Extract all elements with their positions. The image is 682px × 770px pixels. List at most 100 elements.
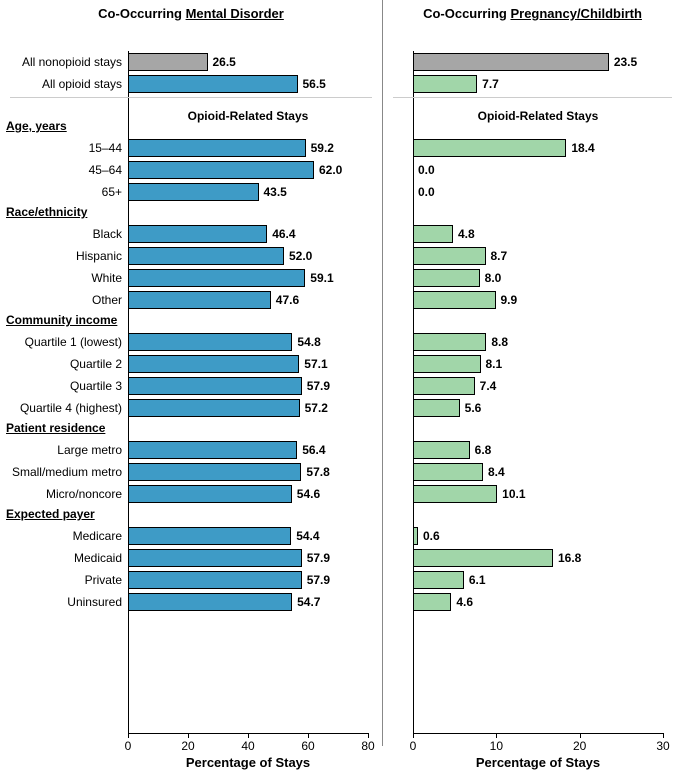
category-label: All opioid stays: [2, 77, 122, 91]
panel-title-left: Co-Occurring Mental Disorder: [0, 0, 382, 25]
value-label: 18.4: [571, 141, 594, 155]
bar-row: Quartile 4 (highest)57.2: [0, 397, 382, 419]
bar-row: 8.4: [383, 461, 682, 483]
value-label: 54.8: [297, 335, 320, 349]
category-label: 15–44: [2, 141, 122, 155]
bar-row: Hispanic 52.0: [0, 245, 382, 267]
value-label: 54.7: [297, 595, 320, 609]
x-tick-label: 60: [301, 739, 314, 753]
group-label: Community income: [6, 313, 117, 327]
category-label: Quartile 1 (lowest): [2, 335, 122, 349]
category-label: Micro/noncore: [2, 487, 122, 501]
value-label: 7.4: [480, 379, 497, 393]
value-label: 62.0: [319, 163, 342, 177]
bar-row: 65+43.5: [0, 181, 382, 203]
bar-row: 0.6: [383, 525, 682, 547]
value-label: 10.1: [502, 487, 525, 501]
category-label: Quartile 2: [2, 357, 122, 371]
value-label: 52.0: [289, 249, 312, 263]
x-tick-label: 10: [490, 739, 503, 753]
value-label: 8.7: [491, 249, 508, 263]
value-label: 0.6: [423, 529, 440, 543]
value-label: 43.5: [264, 185, 287, 199]
bar: [413, 225, 453, 243]
x-tick-label: 40: [241, 739, 254, 753]
bar-row: Private57.9: [0, 569, 382, 591]
bar-row: 9.9: [383, 289, 682, 311]
category-label: Quartile 3: [2, 379, 122, 393]
category-label: Hispanic: [2, 249, 122, 263]
value-label: 54.4: [296, 529, 319, 543]
bar-row: 8.1: [383, 353, 682, 375]
bar: [413, 441, 470, 459]
category-label: Medicare: [2, 529, 122, 543]
bar: [128, 463, 301, 481]
bar-row: Large metro56.4: [0, 439, 382, 461]
category-label: Other: [2, 293, 122, 307]
value-label: 4.8: [458, 227, 475, 241]
bar-row: Medicare 54.4: [0, 525, 382, 547]
bar: [413, 269, 480, 287]
value-label: 6.1: [469, 573, 486, 587]
bar: [128, 571, 302, 589]
value-label: 0.0: [418, 185, 435, 199]
value-label: 7.7: [482, 77, 499, 91]
bar-row: 0.0: [383, 181, 682, 203]
bar: [128, 485, 292, 503]
category-label: Black: [2, 227, 122, 241]
bar: [128, 593, 292, 611]
bar-row: Small/medium metro57.8: [0, 461, 382, 483]
bar: [413, 291, 496, 309]
bar-row: Micro/noncore 54.6: [0, 483, 382, 505]
panel-mental-disorder: Co-Occurring Mental Disorder All nonopio…: [0, 0, 382, 746]
bar: [413, 527, 418, 545]
bar: [413, 571, 464, 589]
x-tick-label: 30: [656, 739, 669, 753]
bar-row: White 59.1: [0, 267, 382, 289]
bar-row: 15–4459.2: [0, 137, 382, 159]
group-label: Race/ethnicity: [6, 205, 87, 219]
x-tick: [308, 733, 309, 738]
value-label: 5.6: [465, 401, 482, 415]
x-tick-label: 20: [573, 739, 586, 753]
group-label: Expected payer: [6, 507, 95, 521]
x-tick: [128, 733, 129, 738]
x-tick: [580, 733, 581, 738]
category-label: All nonopioid stays: [2, 55, 122, 69]
bar-row: All nonopioid stays 26.5: [0, 51, 382, 73]
value-label: 54.6: [297, 487, 320, 501]
chart-container: Co-Occurring Mental Disorder All nonopio…: [0, 0, 682, 746]
bar: [128, 183, 259, 201]
bar: [128, 161, 314, 179]
bar-row: 45–6462.0: [0, 159, 382, 181]
value-label: 56.5: [303, 77, 326, 91]
bar-row: Quartile 257.1: [0, 353, 382, 375]
bar-row: 8.7: [383, 245, 682, 267]
bar: [413, 399, 460, 417]
bar: [128, 355, 299, 373]
bar: [128, 291, 271, 309]
value-label: 57.2: [305, 401, 328, 415]
category-label: White: [2, 271, 122, 285]
bar-row: 7.7: [383, 73, 682, 95]
value-label: 57.9: [307, 573, 330, 587]
bar: [128, 527, 291, 545]
value-label: 57.9: [307, 551, 330, 565]
title-underlined-left: Mental Disorder: [186, 6, 284, 21]
bar-row: 7.4: [383, 375, 682, 397]
bar-row: All opioid stays 56.5: [0, 73, 382, 95]
bar-row: 8.0: [383, 267, 682, 289]
title-underlined-right: Pregnancy/Childbirth: [510, 6, 641, 21]
value-label: 0.0: [418, 163, 435, 177]
bar-row: 5.6: [383, 397, 682, 419]
divider: [393, 97, 672, 98]
bar-row: 0.0: [383, 159, 682, 181]
value-label: 59.1: [310, 271, 333, 285]
x-tick-label: 0: [125, 739, 132, 753]
bar-row: 6.8: [383, 439, 682, 461]
x-tick-label: 0: [410, 739, 417, 753]
value-label: 26.5: [213, 55, 236, 69]
value-label: 6.8: [475, 443, 492, 457]
value-label: 46.4: [272, 227, 295, 241]
bar: [413, 377, 475, 395]
